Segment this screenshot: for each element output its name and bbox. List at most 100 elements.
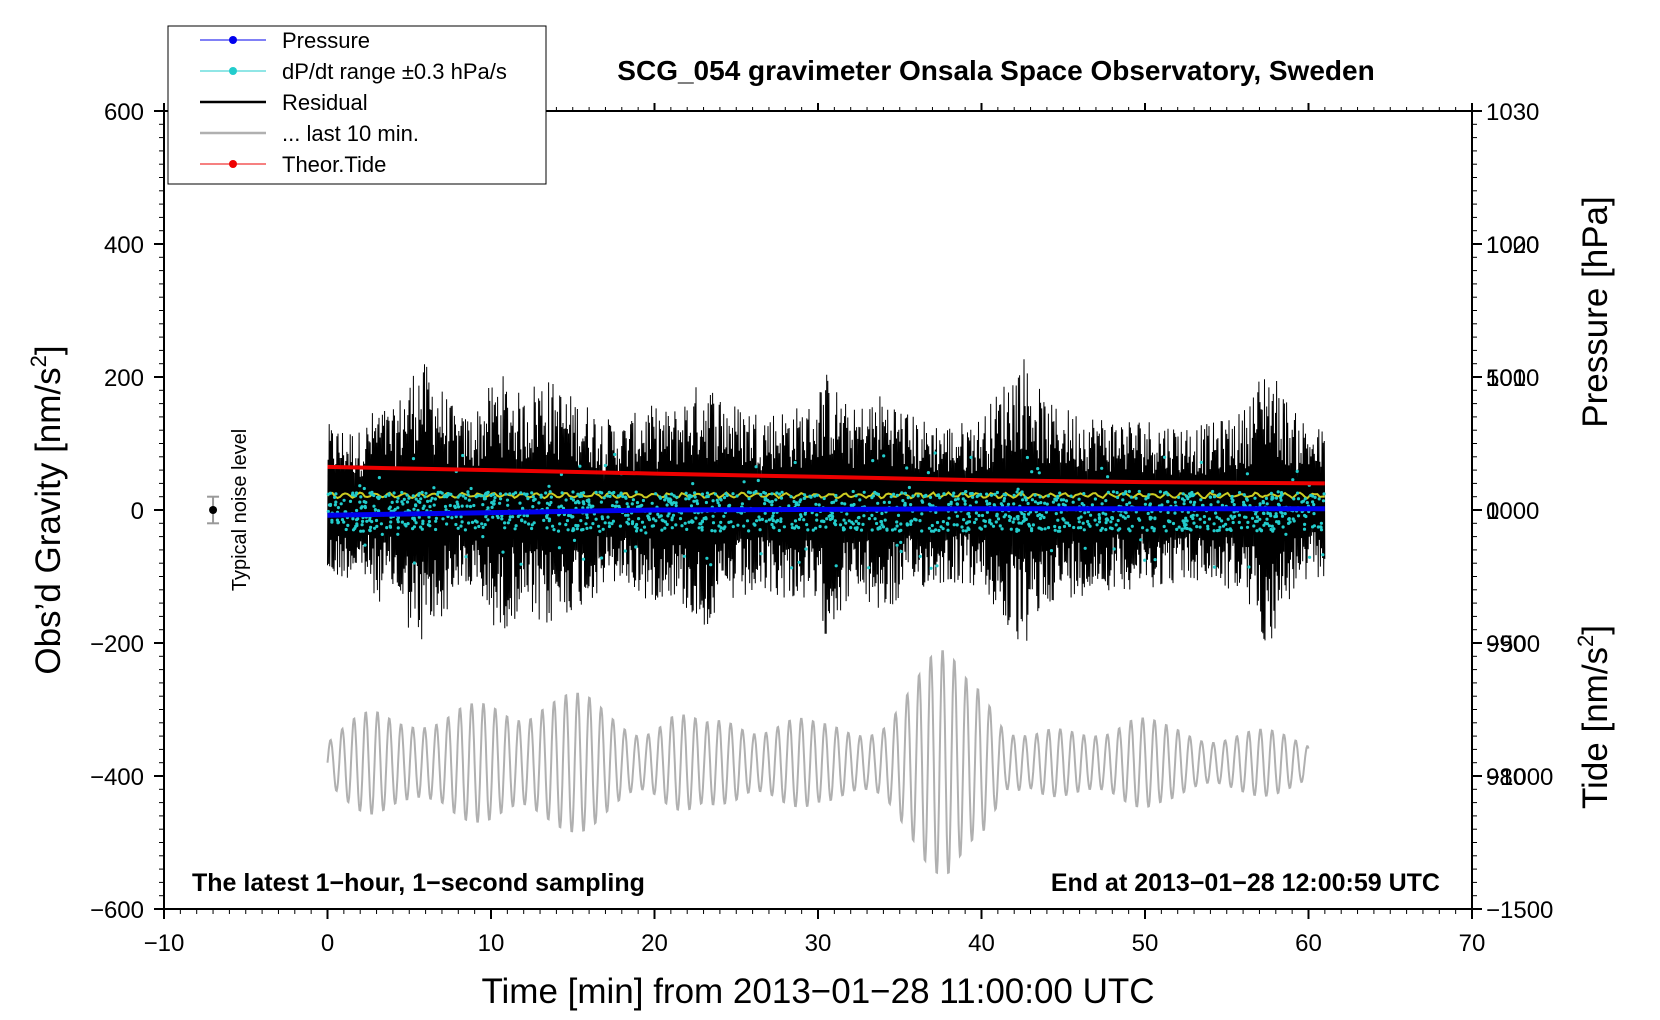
dpdt-point [1153,517,1157,521]
dpdt-point [491,515,495,519]
dpdt-point [842,518,846,522]
dpdt-point [610,504,615,508]
dpdt-point [665,503,669,507]
dpdt-point [1253,496,1257,500]
dpdt-point [1177,495,1181,499]
dpdt-point [731,525,735,529]
dpdt-point [692,499,696,503]
dpdt-point [711,514,715,518]
dpdt-point [1024,498,1028,502]
dpdt-point [771,511,776,515]
dpdt-point [683,521,687,525]
y-axis-label-gravity-end: ] [29,345,68,355]
dpdt-point [630,502,634,506]
dpdt-point [1305,501,1309,505]
dpdt-point [690,519,694,523]
legend-label: Theor.Tide [282,152,386,177]
dpdt-point [964,529,968,533]
dpdt-point [374,518,379,523]
dpdt-point [806,528,810,532]
y-axis-label-tide-main: Tide [nm/s [1576,647,1615,809]
dpdt-point [466,490,470,494]
dpdt-point [615,500,619,504]
dpdt-point [453,505,457,510]
dpdt-point [544,491,548,495]
x-tick-label: 0 [321,930,334,957]
dpdt-point [427,515,431,519]
dpdt-point [421,522,425,526]
dpdt-point [373,508,377,512]
dpdt-point [1077,497,1081,501]
dpdt-point [867,517,872,521]
dpdt-point [1296,497,1301,501]
dpdt-point [887,500,892,504]
dpdt-point [770,503,774,507]
dpdt-point [1206,524,1210,529]
dpdt-point [1038,495,1042,499]
series-layer [326,359,1326,875]
annotation-end-time: End at 2013−01−28 12:00:59 UTC [1051,869,1440,897]
dpdt-point [552,528,556,532]
dpdt-point [805,523,809,527]
dpdt-point [380,532,384,537]
y-pressure-tick-label: 1000 [1486,498,1539,525]
dpdt-point [834,564,838,568]
dpdt-point [952,491,956,495]
dpdt-point [674,523,678,527]
dpdt-point [342,520,346,524]
dpdt-point [1177,525,1181,529]
dpdt-point [539,493,543,497]
dpdt-point [1024,517,1028,522]
dpdt-point [793,519,798,523]
dpdt-point [496,516,500,520]
dpdt-point [372,504,376,508]
dpdt-point [613,452,617,457]
dpdt-point [973,520,977,525]
dpdt-point [379,522,383,526]
dpdt-point [1083,511,1087,515]
y-tide-tick-label: 0 [1486,498,1499,525]
dpdt-point [387,507,391,511]
dpdt-point [918,519,922,523]
dpdt-point [1206,527,1210,531]
dpdt-point [416,499,420,503]
dpdt-point [1246,520,1250,525]
dpdt-point [1097,520,1102,524]
dpdt-point [601,527,605,531]
dpdt-point [417,493,421,497]
x-tick-label: 10 [478,930,505,957]
dpdt-point [407,496,411,500]
dpdt-point [935,564,939,568]
dpdt-point [642,525,647,529]
dpdt-point [771,518,775,522]
dpdt-point [1076,526,1081,530]
dpdt-point [548,490,552,494]
dpdt-point [1054,511,1058,516]
dpdt-point [344,527,348,532]
dpdt-point [951,494,955,498]
dpdt-point [449,492,453,496]
dpdt-point [854,494,858,498]
y-axis-label-gravity-sup: 2 [26,355,51,367]
dpdt-point [396,506,400,510]
dpdt-point [1173,500,1177,504]
dpdt-point [968,492,973,496]
dpdt-point [1228,527,1232,531]
dpdt-point [348,499,353,503]
dpdt-point [974,517,978,521]
dpdt-point [862,514,866,518]
dpdt-point [880,523,884,527]
dpdt-point [396,496,400,500]
dpdt-point [1137,489,1141,494]
dpdt-point [901,499,905,503]
dpdt-point [1214,511,1218,515]
dpdt-point [530,491,534,495]
dpdt-point [834,493,838,498]
dpdt-point [1203,520,1207,525]
dpdt-point [905,522,909,526]
dpdt-point [547,484,551,488]
dpdt-point [833,521,837,525]
dpdt-point [1147,493,1151,497]
dpdt-point [334,500,338,504]
dpdt-point [355,508,359,513]
